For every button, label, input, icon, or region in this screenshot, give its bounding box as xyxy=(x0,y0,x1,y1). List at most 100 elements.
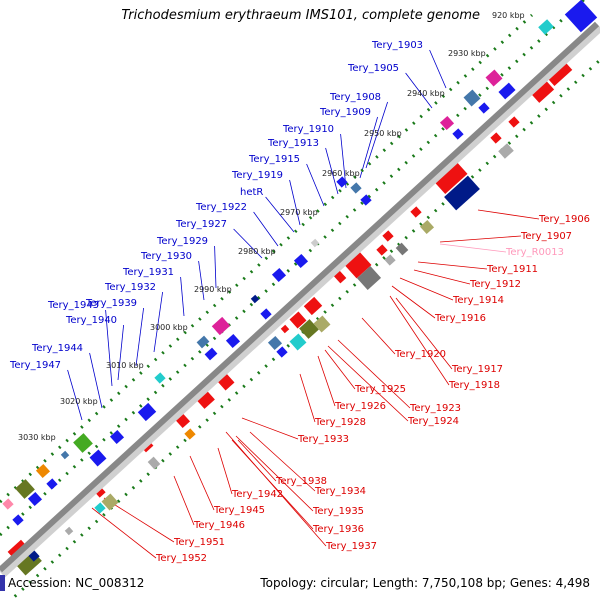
gene-feature xyxy=(196,335,210,349)
gene-feature xyxy=(225,333,241,349)
right-gene-label: Tery_1917 xyxy=(451,364,503,375)
left-leader-line xyxy=(89,352,103,409)
gene-feature xyxy=(529,79,555,103)
gene-feature xyxy=(419,219,435,235)
left-leader-line xyxy=(429,49,447,89)
left-gene-labels: Tery_1903 Tery_1905 Tery_1908 Tery_1909 Tery… xyxy=(9,40,423,371)
genome-title: Trichodesmium erythraeum IMS101, complet… xyxy=(121,8,480,23)
left-gene-label: Tery_1915 xyxy=(248,154,300,165)
right-gene-label: Tery_1911 xyxy=(486,264,538,275)
right-gene-label: Tery_1924 xyxy=(407,416,459,427)
right-gene-label: Tery_1933 xyxy=(297,434,349,445)
gene-feature xyxy=(543,58,573,86)
kbp-label: 2990 kbp xyxy=(194,285,232,294)
left-leader-line xyxy=(289,179,301,226)
kbp-label: 2950 kbp xyxy=(364,129,402,138)
gene-feature xyxy=(395,242,409,256)
right-leader-line xyxy=(413,269,471,285)
right-gene-label: Tery_1945 xyxy=(213,505,265,516)
left-edge-marker xyxy=(0,575,5,591)
left-gene-label: Tery_1908 xyxy=(329,92,381,103)
gene-feature xyxy=(313,315,331,333)
genome-backbone-shadow xyxy=(0,23,600,578)
left-gene-label: Tery_1905 xyxy=(347,63,399,74)
right-gene-label: Tery_1912 xyxy=(469,279,521,290)
gene-feature xyxy=(344,251,372,279)
left-gene-label: Tery_1943 xyxy=(47,300,99,311)
gene-feature xyxy=(376,244,388,256)
gene-feature xyxy=(452,128,464,140)
left-gene-label: Tery_1930 xyxy=(140,251,192,262)
left-leader-line xyxy=(105,309,113,387)
left-leader-line xyxy=(135,307,144,367)
gene-feature xyxy=(46,478,58,490)
gene-feature xyxy=(538,19,554,35)
right-leader-line xyxy=(91,507,157,559)
tick-track-1 xyxy=(0,13,534,504)
gene-feature xyxy=(564,0,598,33)
right-gene-label: Tery_1937 xyxy=(325,541,377,552)
gene-feature xyxy=(350,182,362,194)
kbp-label: 3000 kbp xyxy=(150,323,188,332)
left-gene-label: Tery_1947 xyxy=(9,360,61,371)
gene-feature xyxy=(490,132,502,144)
left-gene-label: Tery_1929 xyxy=(156,236,208,247)
right-gene-label: Tery_1934 xyxy=(314,486,366,497)
right-leader-line xyxy=(225,431,327,547)
right-leader-line xyxy=(361,317,396,355)
kbp-label: 920 kbp xyxy=(492,11,525,20)
left-gene-label: Tery_1922 xyxy=(195,202,247,213)
gene-feature xyxy=(299,319,319,339)
left-leader-line xyxy=(265,196,295,233)
left-leader-line xyxy=(359,116,378,179)
right-leader-line xyxy=(317,355,336,407)
gene-feature xyxy=(439,115,455,131)
right-leader-line xyxy=(324,349,356,390)
right-leader-line xyxy=(103,497,175,543)
gene-feature xyxy=(101,493,119,511)
right-gene-labels: Tery_1906 Tery_1907 Tery_R0013 Tery_1911 Ter… xyxy=(155,214,590,564)
gene-feature xyxy=(336,176,348,188)
gene-feature xyxy=(204,347,218,361)
gene-feature xyxy=(94,502,106,514)
left-gene-label: Tery_1939 xyxy=(85,298,137,309)
left-leader-line xyxy=(153,291,163,353)
gene-feature xyxy=(410,206,422,218)
gene-feature xyxy=(89,449,107,467)
gene-feature xyxy=(360,194,372,206)
gene-feature xyxy=(310,238,320,248)
right-gene-label: Tery_1916 xyxy=(434,313,486,324)
right-gene-label: Tery_1920 xyxy=(394,349,446,360)
kbp-label: 2940 kbp xyxy=(407,89,445,98)
gene-feature xyxy=(267,335,283,351)
right-leader-line xyxy=(235,435,314,512)
left-leader-line xyxy=(180,276,185,317)
gene-feature xyxy=(60,450,70,460)
left-gene-label: Tery_1919 xyxy=(231,170,283,181)
right-leader-line xyxy=(337,339,411,409)
right-leader-line xyxy=(439,243,507,253)
gene-feature xyxy=(271,267,287,283)
kbp-label: 3020 kbp xyxy=(60,397,98,406)
gene-feature xyxy=(154,372,166,384)
gene-feature xyxy=(289,311,307,329)
right-gene-label: Tery_1914 xyxy=(452,295,504,306)
left-leader-line xyxy=(67,369,83,421)
left-gene-label: hetR xyxy=(240,187,263,198)
right-gene-label: Tery_1936 xyxy=(312,524,364,535)
gene-feature xyxy=(137,402,157,422)
right-leader-line xyxy=(327,345,409,422)
right-leader-line xyxy=(391,285,436,319)
right-leader-line xyxy=(241,417,299,440)
right-leader-line xyxy=(189,455,215,511)
gene-feature xyxy=(35,463,51,479)
gene-feature xyxy=(463,89,481,107)
gene-feature xyxy=(293,253,309,269)
right-leader-line xyxy=(389,295,450,386)
right-gene-label: Tery_1906 xyxy=(538,214,590,225)
right-gene-label: Tery_1923 xyxy=(409,403,461,414)
right-gene-label: Tery_1935 xyxy=(312,506,364,517)
gene-feature xyxy=(260,308,272,320)
gene-feature xyxy=(12,514,24,526)
